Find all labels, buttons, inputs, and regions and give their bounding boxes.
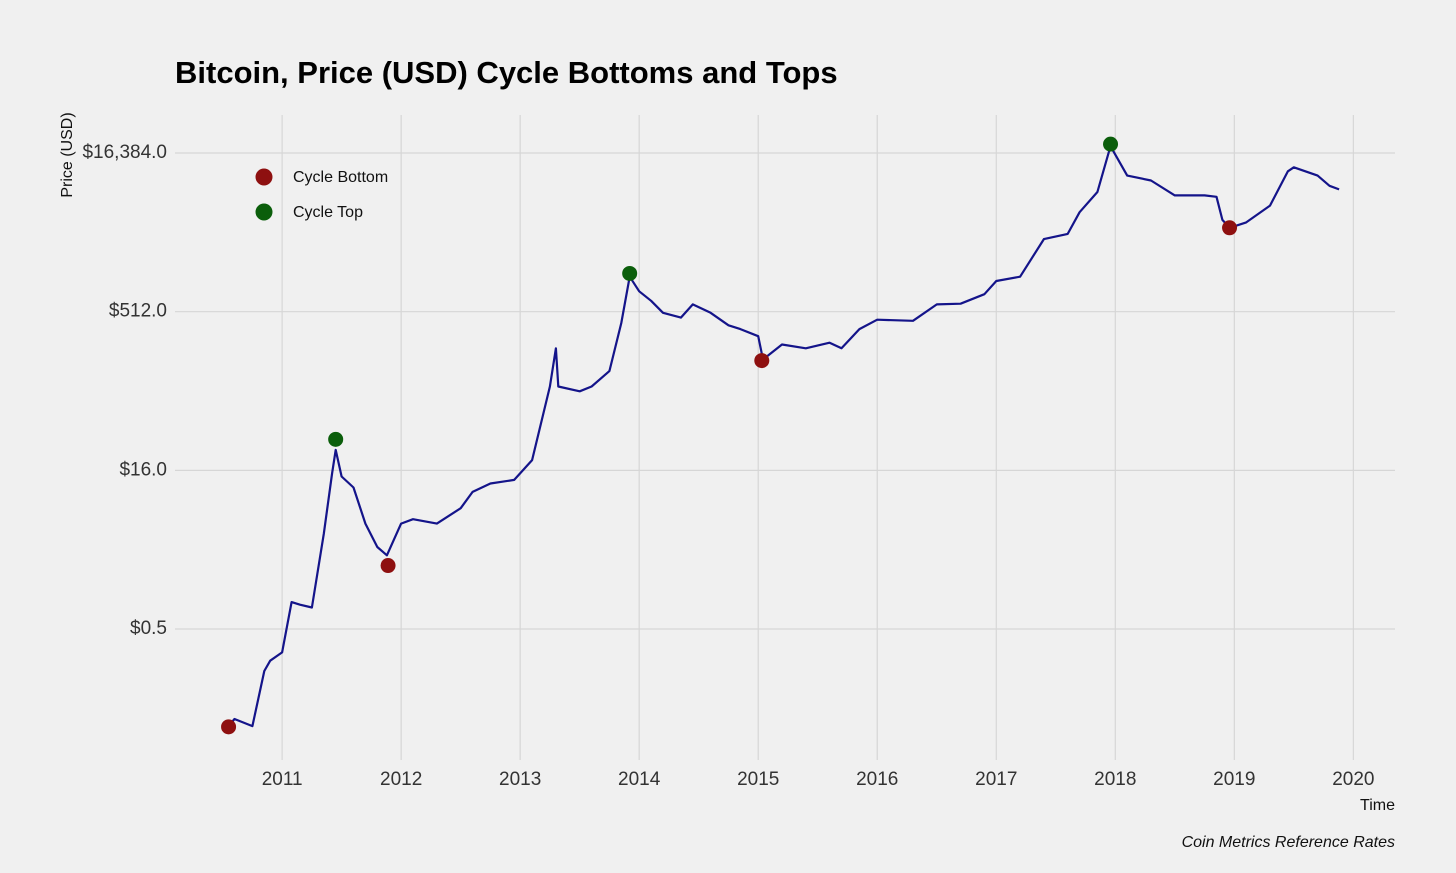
x-tick-label: 2014 xyxy=(618,769,661,790)
plot-area xyxy=(221,136,1340,735)
x-tick-label: 2020 xyxy=(1332,769,1374,790)
x-tick-label: 2012 xyxy=(380,769,422,790)
chart-title: Bitcoin, Price (USD) Cycle Bottoms and T… xyxy=(175,55,838,90)
x-tick-label: 2013 xyxy=(499,769,541,790)
y-tick-label: $16.0 xyxy=(119,459,167,480)
x-axis-label: Time xyxy=(1360,797,1395,814)
legend-label: Cycle Top xyxy=(293,204,363,221)
grid: $0.5 $16.0 $512.0 $16,384.0 2011 2012 2013 2014… xyxy=(82,115,1395,790)
x-tick-label: 2016 xyxy=(856,769,898,790)
cycle-marker xyxy=(754,353,770,369)
legend-label: Cycle Bottom xyxy=(293,169,388,186)
caption: Coin Metrics Reference Rates xyxy=(1182,834,1395,851)
x-tick-label: 2019 xyxy=(1213,769,1255,790)
x-tick-label: 2017 xyxy=(975,769,1017,790)
cycle-marker xyxy=(622,265,638,281)
cycle-marker xyxy=(328,431,344,447)
cycle-marker xyxy=(380,558,396,574)
y-tick-label: $16,384.0 xyxy=(82,142,167,163)
cycle-marker xyxy=(1222,220,1238,236)
price-line xyxy=(227,145,1340,728)
legend-swatch xyxy=(255,168,273,186)
x-tick-label: 2018 xyxy=(1094,769,1136,790)
y-axis-label: Price (USD) xyxy=(59,112,76,197)
cycle-marker xyxy=(221,719,237,735)
legend-swatch xyxy=(255,203,273,221)
y-tick-label: $0.5 xyxy=(130,618,167,639)
legend: Cycle Bottom Cycle Top xyxy=(255,168,388,221)
x-tick-label: 2015 xyxy=(737,769,779,790)
cycle-marker xyxy=(1103,136,1119,152)
x-tick-label: 2011 xyxy=(262,769,303,790)
y-tick-label: $512.0 xyxy=(109,301,167,322)
